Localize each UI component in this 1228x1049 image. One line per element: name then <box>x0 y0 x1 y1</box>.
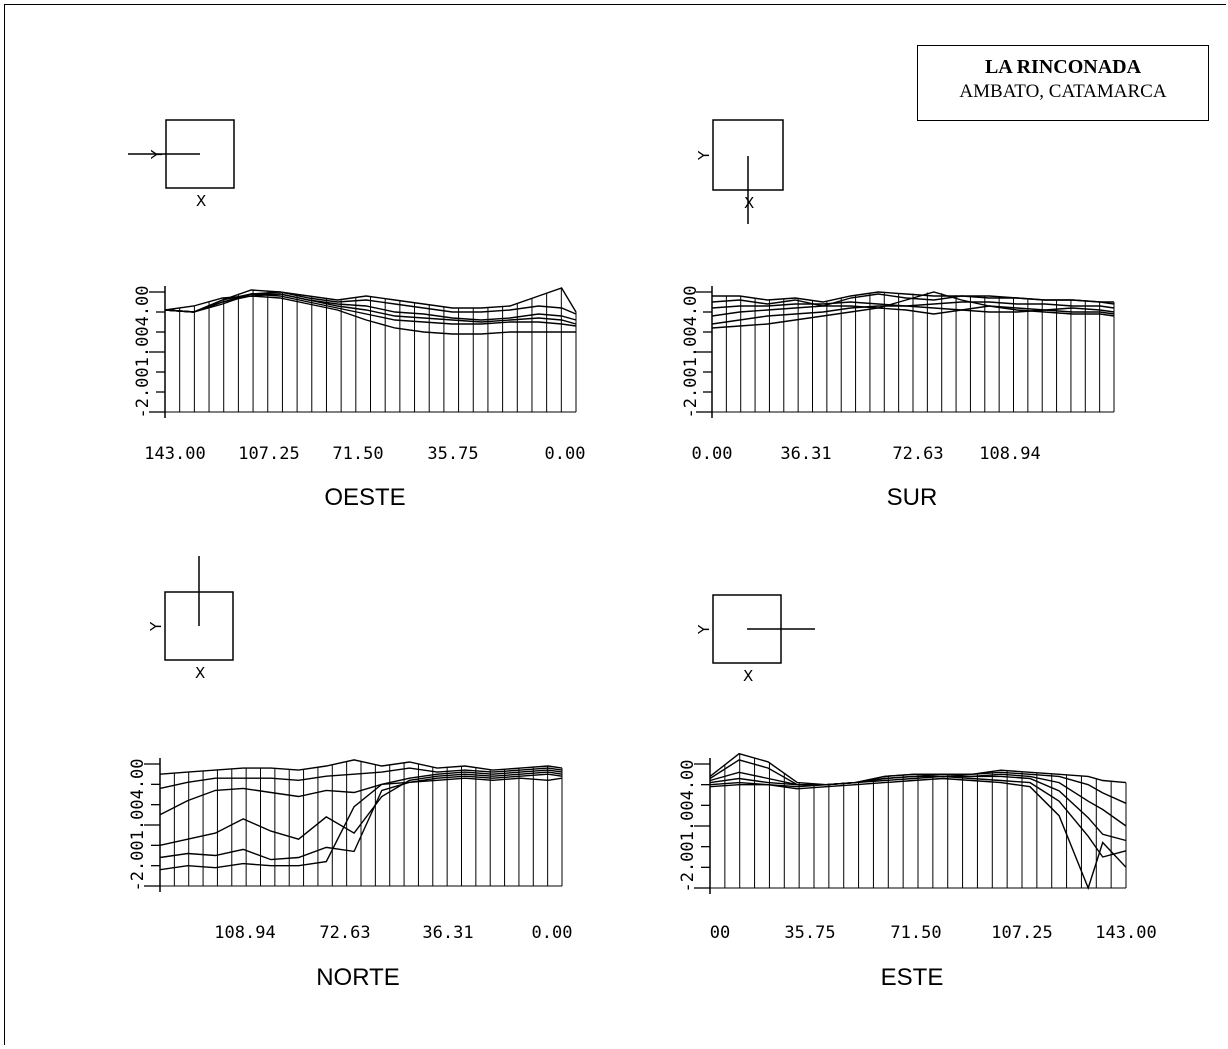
x-tick-label-este: 35.75 <box>784 923 835 943</box>
series-line-este-1 <box>709 775 1127 858</box>
series-line-oeste-1 <box>164 293 577 327</box>
y-tick-labels-este: -2.001.004.00 <box>678 759 698 892</box>
x-tick-label-este: 71.50 <box>890 923 941 943</box>
series-line-norte-1 <box>159 773 563 861</box>
orientation-inset-oeste: XY <box>128 119 235 210</box>
x-tick-label-oeste: 71.50 <box>332 444 383 464</box>
orientation-inset-norte: XY <box>147 556 234 682</box>
inset-x-letter-este: X <box>743 667 753 685</box>
x-tick-label-norte: 72.63 <box>319 923 370 943</box>
orientation-inset-sur: XY <box>695 119 784 224</box>
series-line-sur-1 <box>711 305 1115 325</box>
title-subtitle: AMBATO, CATAMARCA <box>959 81 1167 102</box>
x-tick-label-este: 143.00 <box>1095 923 1156 943</box>
x-tick-label-oeste: 35.75 <box>427 444 478 464</box>
panel-label-norte: NORTE <box>316 964 400 991</box>
x-tick-label-sur: 36.31 <box>780 444 831 464</box>
panel-sur: XY -2.001.004.000.00 36.31 72.63 108.94 SUR <box>681 119 1115 511</box>
plot-norte: -2.001.004.00 108.94 72.63 36.31 0.00 <box>128 758 572 943</box>
panel-label-oeste: OESTE <box>324 484 405 511</box>
panel-label-sur: SUR <box>887 484 938 511</box>
series-line-sur-2 <box>711 305 1115 317</box>
x-tick-label-este: 107.25 <box>991 923 1052 943</box>
x-tick-label-este: 00 <box>710 923 730 943</box>
series-line-norte-0 <box>159 777 563 871</box>
inset-x-letter-oeste: X <box>196 192 206 210</box>
inset-y-letter-oeste: Y <box>148 149 166 160</box>
series-line-este-0 <box>709 777 1127 891</box>
plot-oeste: -2.001.004.00 143.00 107.25 71.50 35.75 0.00 <box>133 285 585 464</box>
title-main: LA RINCONADA <box>984 56 1142 78</box>
series-line-este-5 <box>709 752 1127 786</box>
x-tick-label-oeste: 143.00 <box>144 444 205 464</box>
page-frame <box>4 4 1226 1045</box>
series-line-norte-2 <box>159 771 563 846</box>
series-line-este-3 <box>709 771 1127 827</box>
inset-y-letter-norte: Y <box>147 621 165 632</box>
x-tick-label-sur: 72.63 <box>892 444 943 464</box>
inset-y-letter-sur: Y <box>695 150 713 161</box>
y-tick-labels-norte: -2.001.004.00 <box>128 758 148 891</box>
x-tick-label-norte: 36.31 <box>422 923 473 943</box>
panel-label-este: ESTE <box>881 964 944 991</box>
x-tick-label-norte: 0.00 <box>532 923 573 943</box>
inset-x-letter-sur: X <box>744 194 754 212</box>
series-line-oeste-5 <box>164 293 577 325</box>
x-tick-label-norte: 108.94 <box>214 923 275 943</box>
series-line-oeste-3 <box>164 291 577 315</box>
x-tick-label-oeste: 107.25 <box>238 444 299 464</box>
orientation-inset-este: XY <box>695 594 815 685</box>
series-line-sur-5 <box>712 291 1114 303</box>
x-tick-label-oeste: 0.00 <box>545 444 586 464</box>
series-line-este-2 <box>709 775 1127 842</box>
series-line-norte-5 <box>159 759 563 775</box>
series-line-sur-3 <box>711 301 1115 309</box>
series-line-oeste-4 <box>164 287 577 313</box>
y-tick-labels-oeste: -2.001.004.00 <box>133 285 153 418</box>
plot-este: -2.001.004.00 00 35.75 71.50 107.25 143.00 <box>678 752 1157 943</box>
y-tick-labels-sur: -2.001.004.00 <box>681 285 701 418</box>
x-tick-label-sur: 0.00 <box>692 444 733 464</box>
plot-sur: -2.001.004.00 0.00 36.31 72.63 108.94 <box>681 285 1115 464</box>
series-line-norte-3 <box>159 769 563 816</box>
series-line-norte-4 <box>159 767 563 790</box>
x-tick-label-sur: 108.94 <box>979 444 1040 464</box>
inset-y-letter-este: Y <box>695 624 713 635</box>
series-line-sur-0 <box>711 291 1115 329</box>
inset-x-letter-norte: X <box>195 664 205 682</box>
title-box: LA RINCONADA AMBATO, CATAMARCA <box>917 45 1209 121</box>
